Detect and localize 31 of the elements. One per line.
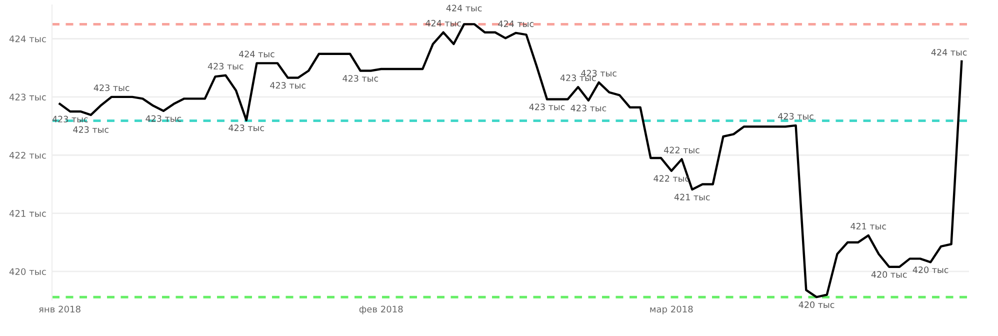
data-label: 423 тыс (270, 82, 306, 89)
data-label: 423 тыс (560, 74, 596, 82)
data-label: 420 тыс (912, 266, 948, 274)
data-label: 423 тыс (342, 75, 378, 82)
x-tick-label: мар 2018 (650, 306, 693, 314)
data-label: 420 тыс (871, 271, 907, 278)
data-label: 423 тыс (228, 124, 264, 132)
y-tick-label: 420 тыс (9, 268, 46, 276)
y-tick-label: 424 тыс (9, 35, 46, 42)
data-label: 423 тыс (581, 70, 616, 77)
data-label: 424 тыс (426, 20, 461, 26)
data-label: 423 тыс (208, 62, 244, 70)
data-label: 421 тыс (850, 222, 886, 230)
x-tick-label: янв 2018 (39, 306, 80, 313)
data-label: 423 тыс (73, 126, 108, 133)
data-label: 423 тыс (94, 84, 130, 92)
data-label: 422 тыс (664, 146, 700, 154)
data-label: 424 тыс (931, 48, 967, 56)
x-tick-label: фев 2018 (359, 306, 403, 314)
y-tick-label: 423 тыс (9, 94, 46, 100)
y-tick-label: 422 тыс (9, 152, 46, 159)
data-label: 424 тыс (446, 4, 482, 12)
y-tick-label: 421 тыс (9, 210, 46, 217)
data-label: 424 тыс (498, 20, 534, 28)
data-label: 424 тыс (239, 50, 274, 58)
data-label: 421 тыс (674, 194, 710, 200)
data-label: 423 тыс (529, 104, 565, 110)
data-label: 420 тыс (798, 301, 834, 308)
data-label: 423 тыс (570, 104, 606, 112)
data-label: 423 тыс (778, 112, 814, 120)
data-label: 423 тыс (52, 116, 88, 122)
